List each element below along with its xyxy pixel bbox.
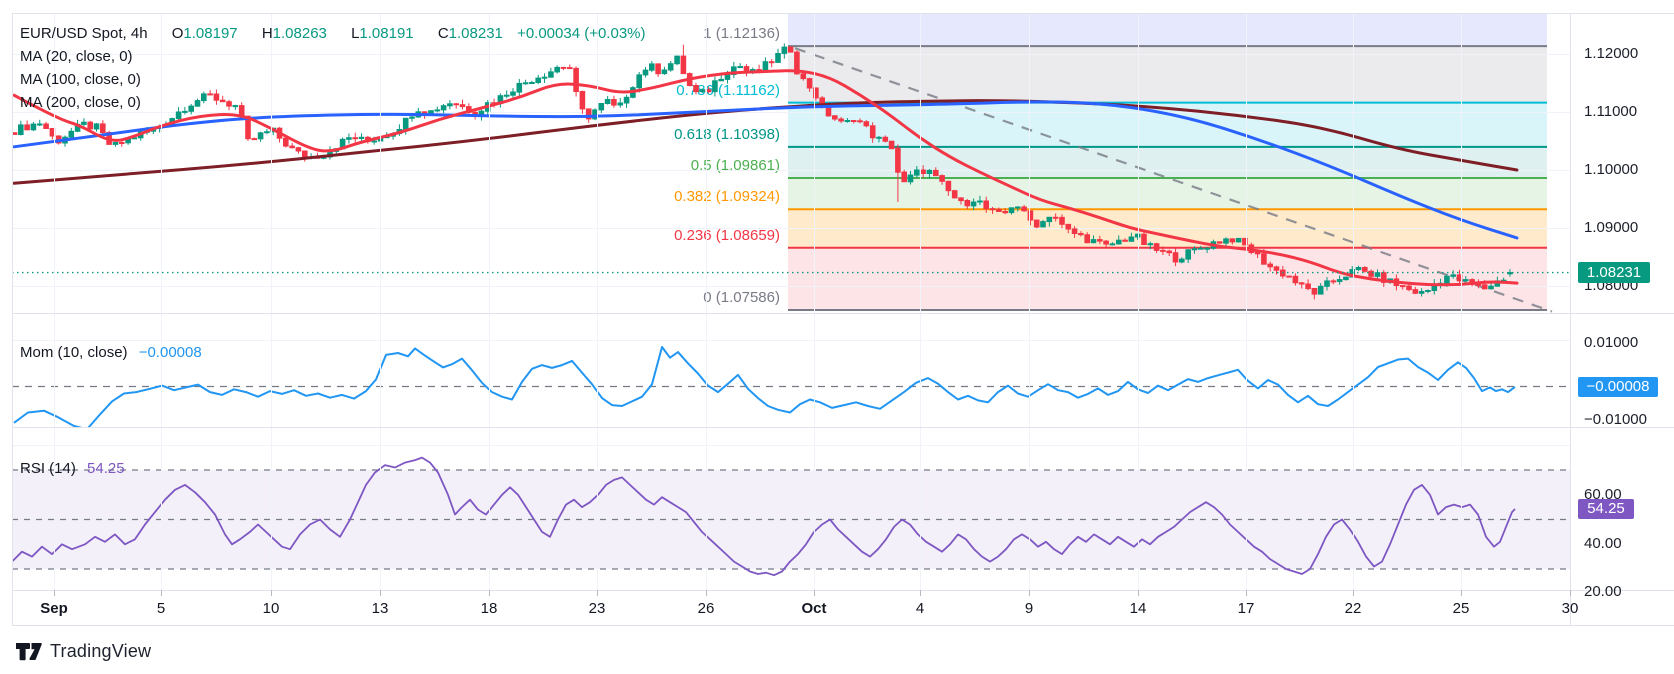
- open-label: O: [171, 25, 184, 42]
- time-axis-label[interactable]: 17: [1237, 600, 1255, 617]
- time-axis-label[interactable]: 9: [1024, 600, 1034, 617]
- price-axis-label[interactable]: 1.11000: [1584, 103, 1638, 120]
- momentum-legend[interactable]: Mom (10, close) −0.00008: [20, 344, 202, 361]
- tradingview-logo-icon: [16, 642, 42, 660]
- close-label: C: [437, 25, 449, 42]
- time-axis-label[interactable]: 30: [1561, 600, 1579, 617]
- time-axis-label[interactable]: 14: [1129, 600, 1147, 617]
- last-price-box: 1.08231: [1578, 262, 1650, 283]
- time-axis-label[interactable]: 26: [697, 600, 715, 617]
- fib-level-label: 1 (1.12136): [703, 25, 780, 42]
- price-axis-label[interactable]: 1.12000: [1584, 45, 1639, 62]
- open-value: 1.08197: [183, 25, 238, 42]
- low-label: L: [351, 25, 360, 42]
- time-axis-label[interactable]: 22: [1344, 600, 1362, 617]
- symbol-title: EUR/USD Spot, 4h: [20, 25, 148, 42]
- high-value: 1.08263: [272, 25, 327, 42]
- tradingview-logo-text: TradingView: [50, 641, 152, 661]
- time-axis-label[interactable]: 23: [588, 600, 606, 617]
- rsi-axis-label[interactable]: 60.00: [1584, 486, 1622, 503]
- change-value: +0.00034 (+0.03%): [517, 25, 646, 42]
- fib-level-label: 0.786 (1.11162): [676, 82, 780, 99]
- close-value: 1.08231: [448, 25, 503, 42]
- time-axis-label[interactable]: 5: [156, 600, 166, 617]
- fib-level-label: 0.382 (1.09324): [674, 188, 780, 205]
- rsi-value-box: 54.25: [1578, 499, 1634, 519]
- ma20-legend[interactable]: MA (20, close, 0): [20, 48, 133, 65]
- time-axis-label[interactable]: 10: [262, 600, 280, 617]
- tradingview-logo[interactable]: TradingView: [16, 641, 151, 662]
- fib-level-label: 0.5 (1.09861): [690, 157, 780, 174]
- time-axis-label[interactable]: Sep: [40, 600, 68, 617]
- low-value: 1.08191: [359, 25, 414, 42]
- ma200-legend[interactable]: MA (200, close, 0): [20, 94, 141, 111]
- high-label: H: [261, 25, 273, 42]
- momentum-axis-label[interactable]: 0.01000: [1584, 334, 1639, 351]
- rsi-legend-title: RSI (14): [20, 460, 76, 477]
- price-axis-label[interactable]: 1.10000: [1584, 161, 1639, 178]
- fib-level-label: 0.236 (1.08659): [674, 227, 780, 244]
- momentum-value-box: −0.00008: [1578, 377, 1658, 397]
- momentum-legend-value: −0.00008: [138, 344, 202, 361]
- rsi-legend[interactable]: RSI (14) 54.25: [20, 460, 125, 477]
- momentum-legend-title: Mom (10, close): [20, 344, 128, 361]
- rsi-axis-label[interactable]: 40.00: [1584, 535, 1622, 552]
- rsi-legend-value: 54.25: [87, 460, 125, 477]
- symbol-legend[interactable]: EUR/USD Spot, 4h O1.08197 H1.08263 L1.08…: [20, 25, 646, 42]
- time-axis-label[interactable]: Oct: [801, 600, 827, 617]
- time-axis-label[interactable]: 13: [371, 600, 389, 617]
- rsi-axis-label[interactable]: 20.00: [1584, 583, 1622, 600]
- fib-level-label: 0 (1.07586): [703, 289, 780, 306]
- momentum-axis-label[interactable]: −0.01000: [1584, 411, 1647, 428]
- price-axis-label[interactable]: 1.09000: [1584, 219, 1639, 236]
- time-axis-label[interactable]: 4: [915, 600, 925, 617]
- time-axis-label[interactable]: 25: [1452, 600, 1470, 617]
- ma100-legend[interactable]: MA (100, close, 0): [20, 71, 141, 88]
- fib-level-label: 0.618 (1.10398): [674, 126, 780, 143]
- time-axis-label[interactable]: 18: [480, 600, 498, 617]
